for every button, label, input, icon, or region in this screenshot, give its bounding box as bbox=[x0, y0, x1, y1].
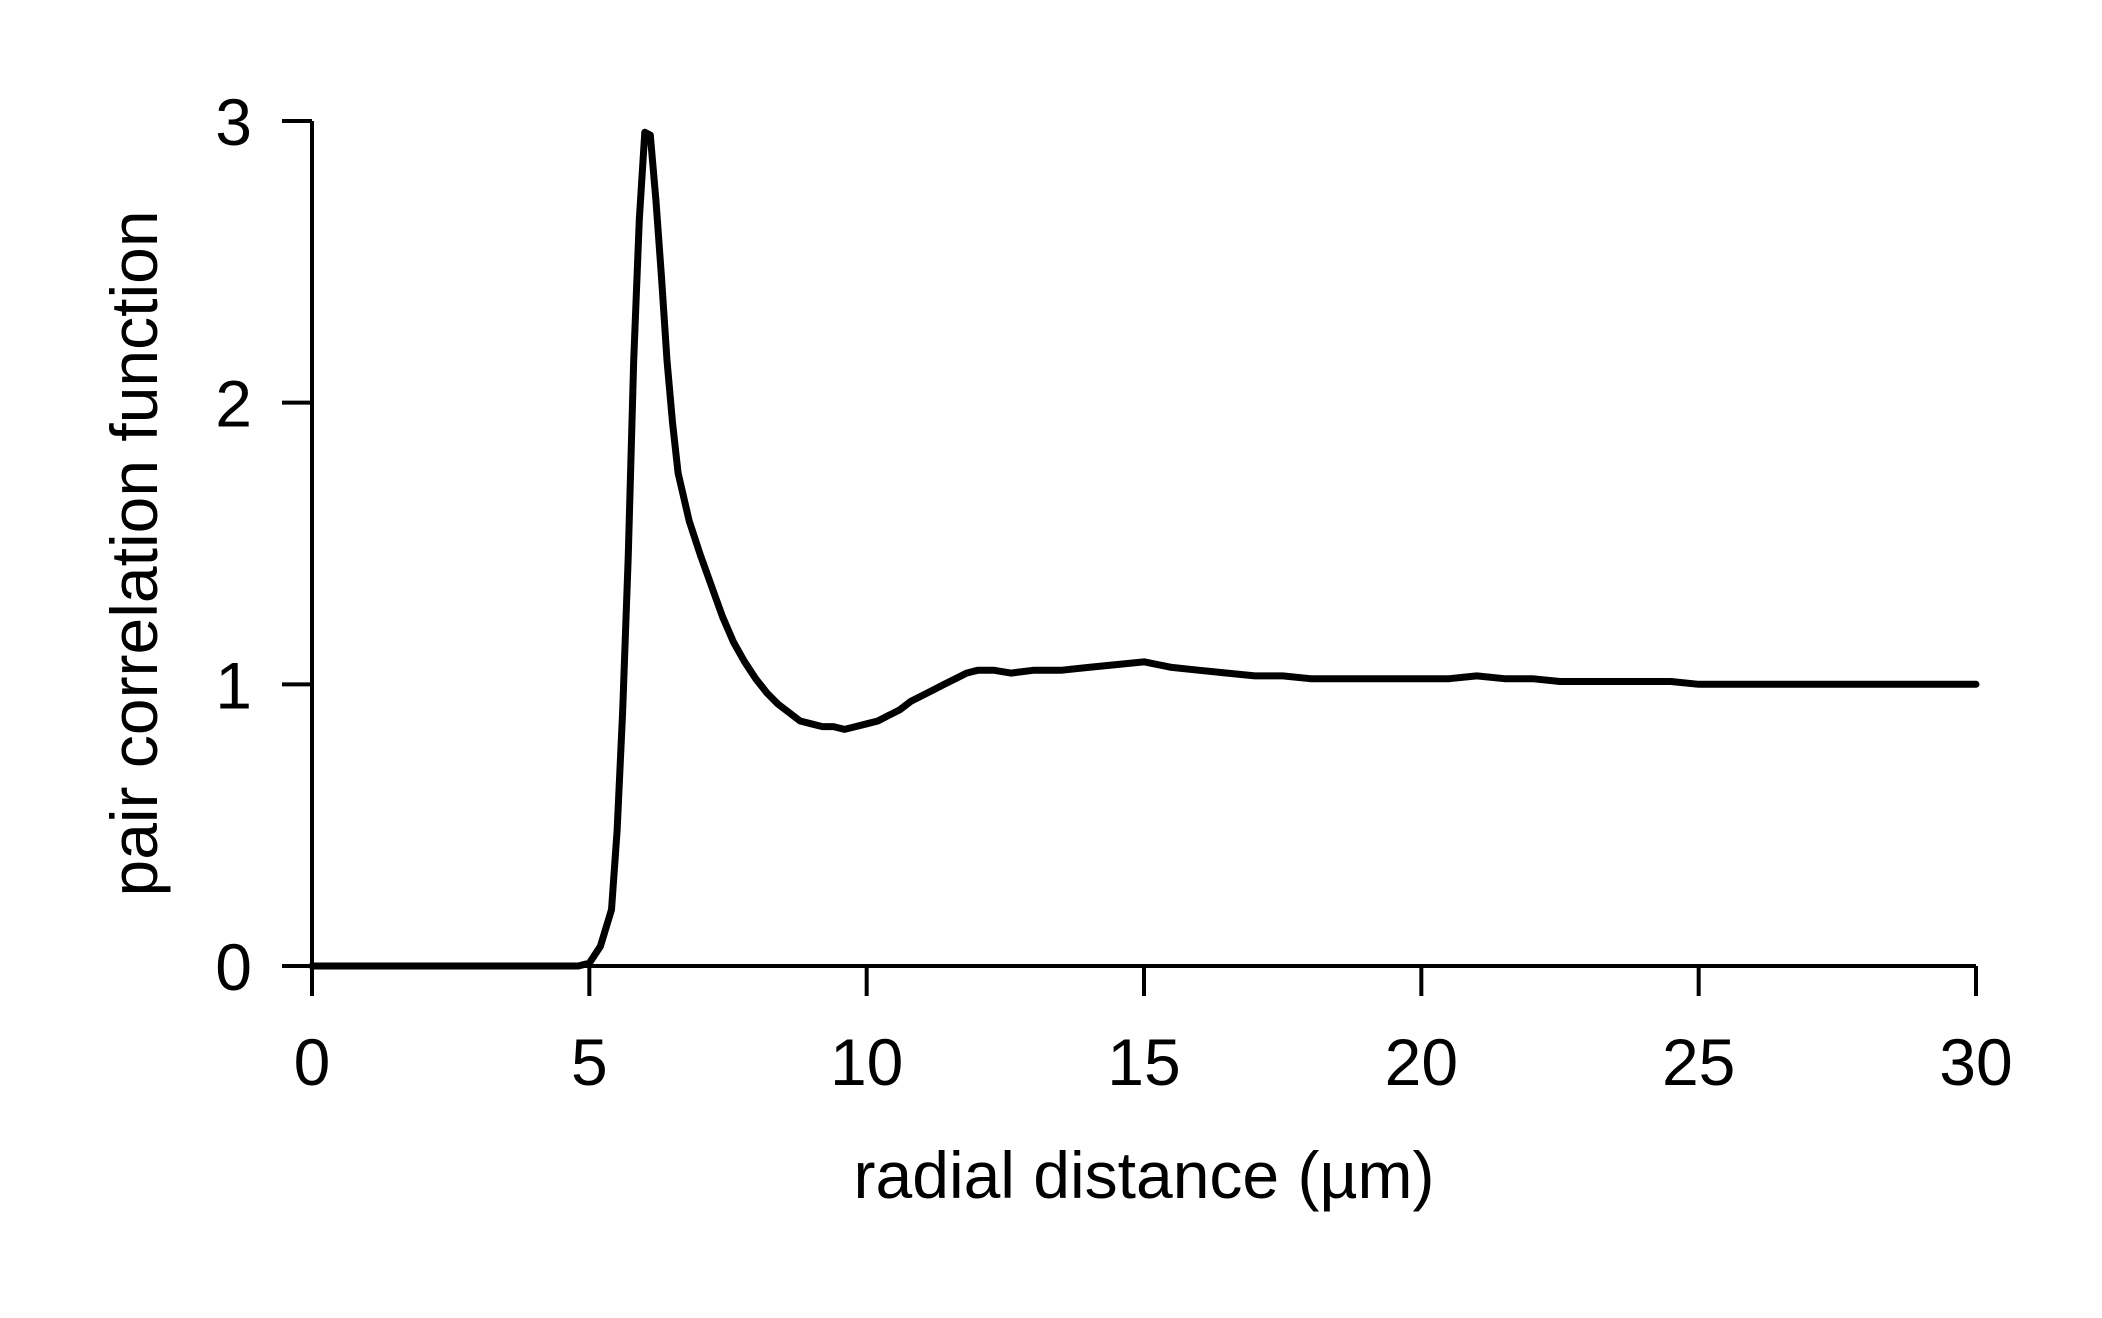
y-tick-label: 3 bbox=[215, 85, 252, 159]
x-tick-label: 5 bbox=[571, 1025, 608, 1099]
y-axis-title: pair correlation function bbox=[97, 210, 171, 896]
x-ticks: 0 5 10 15 20 25 30 bbox=[294, 966, 2013, 1099]
axes bbox=[310, 121, 1976, 968]
y-tick-label: 2 bbox=[215, 367, 252, 441]
x-tick-label: 30 bbox=[1939, 1025, 2012, 1099]
y-tick-label: 0 bbox=[215, 930, 252, 1004]
x-tick-label: 10 bbox=[830, 1025, 903, 1099]
x-axis-title: radial distance (µm) bbox=[854, 1138, 1435, 1212]
y-tick-label: 1 bbox=[215, 648, 252, 722]
x-tick-label: 0 bbox=[294, 1025, 331, 1099]
x-tick-label: 20 bbox=[1385, 1025, 1458, 1099]
series-line bbox=[308, 128, 1980, 970]
y-ticks: 0 1 2 3 bbox=[215, 85, 312, 1004]
x-tick-label: 25 bbox=[1662, 1025, 1735, 1099]
x-tick-label: 15 bbox=[1107, 1025, 1180, 1099]
